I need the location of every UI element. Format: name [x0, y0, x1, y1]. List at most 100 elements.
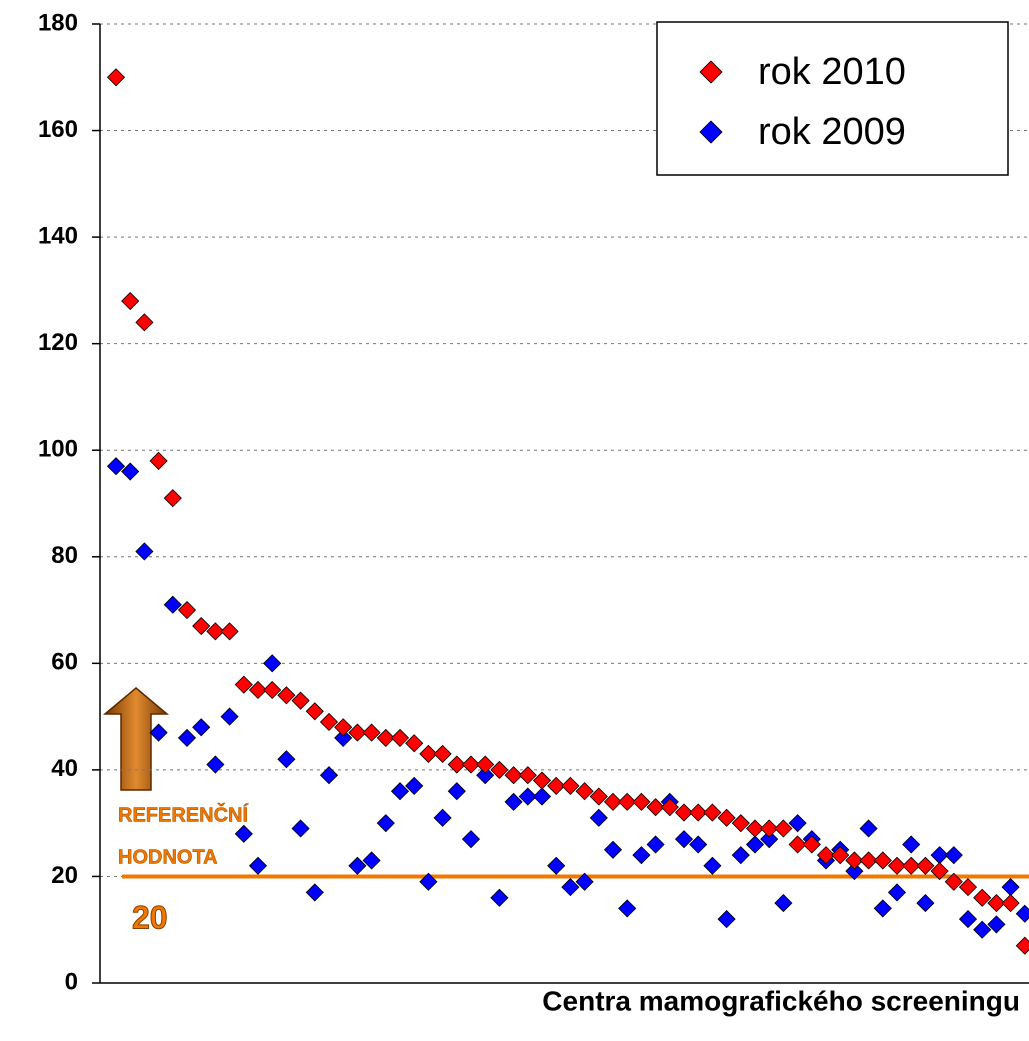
point: [887, 883, 907, 902]
point: [106, 457, 126, 476]
point: [135, 313, 154, 332]
point: [149, 723, 168, 742]
point: [490, 760, 509, 779]
point: [859, 851, 878, 870]
reference-text: REFERENČNÍ: [118, 802, 248, 826]
y-tick-label: 180: [38, 9, 78, 36]
legend-label: rok 2009: [758, 111, 906, 153]
point: [334, 718, 353, 737]
point: [121, 462, 140, 481]
point: [731, 814, 750, 833]
point: [603, 840, 623, 859]
point: [547, 776, 566, 795]
point: [873, 851, 892, 870]
point: [348, 856, 367, 875]
point: [362, 851, 381, 870]
x-axis-title: Centra mamografického screeningu: [542, 985, 1020, 1016]
point: [234, 824, 253, 843]
point: [532, 771, 552, 790]
y-tick-label: 20: [51, 862, 78, 889]
point: [575, 872, 594, 891]
y-tick-label: 0: [65, 968, 78, 995]
point: [589, 808, 608, 827]
y-tick-label: 60: [51, 649, 78, 676]
point: [887, 856, 907, 875]
point: [263, 680, 282, 700]
point: [518, 766, 537, 785]
point: [646, 835, 665, 854]
point: [334, 728, 353, 747]
point: [916, 894, 935, 913]
point: [532, 787, 552, 806]
point: [745, 819, 765, 838]
point: [802, 835, 821, 854]
legend-box: [656, 21, 1009, 176]
point: [689, 835, 708, 854]
y-tick-label: 120: [38, 329, 78, 356]
point: [106, 68, 126, 87]
point: [390, 728, 410, 747]
point: [277, 686, 296, 705]
point: [206, 622, 225, 641]
point: [376, 728, 395, 747]
point: [632, 846, 651, 865]
point: [206, 755, 225, 774]
point: [234, 675, 253, 694]
y-tick-label: 140: [38, 222, 78, 249]
point: [845, 862, 864, 881]
point: [220, 622, 239, 641]
point: [859, 819, 878, 838]
point: [717, 910, 736, 929]
point: [731, 846, 750, 865]
point: [774, 894, 793, 913]
y-tick-label: 100: [38, 436, 78, 463]
point: [405, 776, 424, 795]
point: [788, 835, 807, 854]
point: [461, 755, 481, 774]
y-tick-label: 160: [38, 116, 78, 143]
point: [405, 734, 424, 753]
point: [618, 899, 637, 918]
point: [177, 728, 197, 747]
point: [674, 830, 694, 849]
point: [703, 856, 722, 875]
point: [873, 899, 892, 918]
point: [1015, 936, 1029, 955]
point: [1001, 878, 1020, 897]
reference-text: HODNOTA: [118, 846, 218, 868]
y-tick-label: 40: [51, 755, 78, 782]
point: [703, 803, 722, 822]
point: [788, 814, 807, 833]
point: [1001, 894, 1020, 913]
point: [291, 691, 310, 710]
point: [177, 600, 197, 620]
point: [902, 856, 921, 875]
point: [433, 744, 452, 763]
point: [163, 489, 182, 508]
point: [958, 878, 978, 897]
point: [674, 803, 694, 822]
point: [277, 750, 296, 769]
point: [433, 808, 452, 827]
point: [305, 702, 324, 721]
point: [1015, 904, 1029, 923]
point: [248, 856, 268, 875]
point: [291, 819, 310, 838]
point: [547, 856, 566, 875]
point: [561, 878, 580, 897]
point: [916, 856, 935, 875]
y-tick-label: 80: [51, 542, 78, 569]
legend-marker: [699, 60, 723, 84]
point: [305, 883, 324, 902]
point: [760, 830, 779, 849]
point: [490, 888, 509, 907]
point: [220, 707, 239, 726]
point: [987, 915, 1006, 934]
point: [319, 712, 339, 732]
point: [447, 755, 466, 774]
point: [248, 680, 268, 700]
point: [376, 814, 395, 833]
point: [973, 920, 992, 939]
point: [192, 718, 211, 737]
